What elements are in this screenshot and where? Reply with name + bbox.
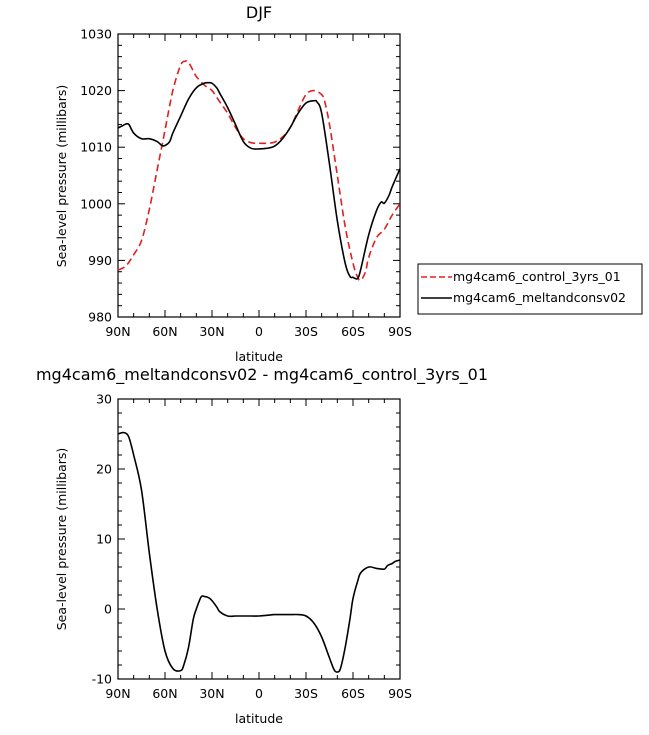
legend: mg4cam6_control_3yrs_01 mg4cam6_meltandc… <box>417 263 643 315</box>
legend-label-control: mg4cam6_control_3yrs_01 <box>453 269 621 284</box>
top-xtick-label: 60N <box>152 324 177 339</box>
bottom-xtick-label: 30S <box>294 686 318 701</box>
legend-box <box>417 263 643 315</box>
bottom-chart-title: mg4cam6_meltandconsv02 - mg4cam6_control… <box>36 365 488 385</box>
top-ytick-label: 1030 <box>80 27 112 42</box>
bottom-chart-panel: mg4cam6_meltandconsv02 - mg4cam6_control… <box>36 365 488 726</box>
top-ytick-label: 980 <box>88 310 112 325</box>
bottom-ytick-label: 30 <box>96 392 112 407</box>
top-ytick-label: 990 <box>88 253 112 268</box>
bottom-ytick-label: 20 <box>96 462 112 477</box>
bottom-ytick-label: 10 <box>96 532 112 547</box>
top-series-line-0 <box>117 60 401 282</box>
bottom-plot-frame <box>117 398 401 680</box>
top-x-axis-label: latitude <box>235 349 283 364</box>
bottom-y-axis-label: Sea-level pressure (millibars) <box>54 448 69 631</box>
bottom-ytick-label: 0 <box>104 602 112 617</box>
bottom-series-line-0 <box>117 431 401 673</box>
top-chart-panel: DJF 90N 60N 30N 0 30S 60S 90S 980 990 1000 1010 102… <box>54 3 412 364</box>
bottom-xtick-label: 90S <box>388 686 412 701</box>
top-xtick-label: 30S <box>294 324 318 339</box>
bottom-xtick-label: 0 <box>255 686 263 701</box>
bottom-xtick-label: 90N <box>105 686 130 701</box>
bottom-xtick-label: 60N <box>152 686 177 701</box>
top-chart-title: DJF <box>246 3 272 22</box>
bottom-x-axis-label: latitude <box>235 711 283 726</box>
bottom-xtick-label: 60S <box>341 686 365 701</box>
top-ytick-label: 1020 <box>80 83 112 98</box>
bottom-ytick-label: -10 <box>92 672 112 687</box>
top-y-axis-label: Sea-level pressure (millibars) <box>54 85 69 268</box>
top-xtick-label: 0 <box>255 324 263 339</box>
legend-label-meltandconsv: mg4cam6_meltandconsv02 <box>453 290 626 305</box>
top-xtick-label: 90S <box>388 324 412 339</box>
bottom-xtick-label: 30N <box>199 686 224 701</box>
top-ytick-label: 1010 <box>80 140 112 155</box>
top-series-line-1 <box>117 81 401 280</box>
top-ytick-label: 1000 <box>80 196 112 211</box>
top-xtick-label: 90N <box>105 324 130 339</box>
top-xtick-label: 60S <box>341 324 365 339</box>
top-xtick-label: 30N <box>199 324 224 339</box>
top-plot-frame <box>117 33 401 318</box>
